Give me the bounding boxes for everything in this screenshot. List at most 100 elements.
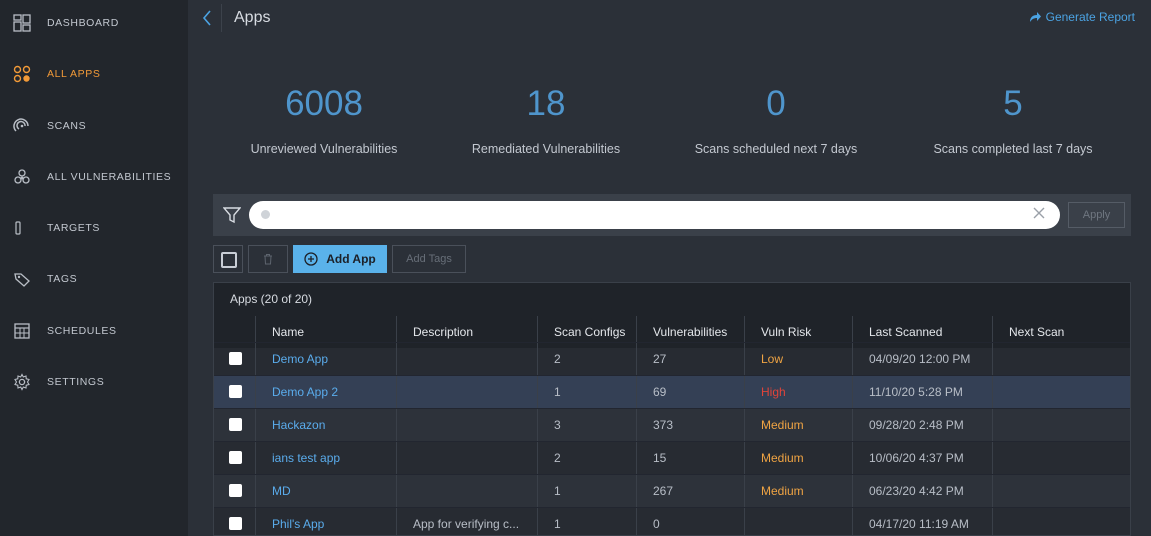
app-name-link[interactable]: MD — [255, 475, 396, 508]
back-button[interactable] — [200, 8, 216, 28]
vulnerabilities-cell: 15 — [636, 442, 744, 475]
add-tags-button[interactable]: Add Tags — [392, 245, 466, 273]
stat-caption: Scans scheduled next 7 days — [694, 142, 858, 156]
vuln-risk-cell: Low — [744, 343, 852, 376]
vulnerabilities-cell: 373 — [636, 409, 744, 442]
row-checkbox[interactable] — [229, 451, 242, 464]
nav-item-schedules[interactable]: SCHEDULES — [0, 305, 188, 356]
add-app-button[interactable]: Add App — [293, 245, 387, 273]
app-name-link[interactable]: ians test app — [255, 442, 396, 475]
column-header-description[interactable]: Description — [396, 316, 537, 348]
app-name-link[interactable]: Hackazon — [255, 409, 396, 442]
table-row[interactable]: MD 1 267 Medium 06/23/20 4:42 PM — [214, 474, 1130, 508]
row-select-cell — [214, 475, 255, 508]
scan-configs-cell: 1 — [537, 475, 636, 508]
vulnerabilities-cell: 27 — [636, 343, 744, 376]
nav-label-all-apps: ALL APPS — [47, 67, 101, 80]
description-cell — [396, 343, 537, 376]
column-header-last-scanned[interactable]: Last Scanned — [852, 316, 992, 348]
nav-label-targets: TARGETS — [47, 221, 101, 234]
filter-input[interactable] — [249, 201, 1060, 229]
add-app-label: Add App — [326, 252, 376, 266]
sidebar: DASHBOARD ALL APPS SCANS ALL VULNERABILI… — [0, 0, 188, 536]
last-scanned-cell: 04/09/20 12:00 PM — [852, 343, 992, 376]
row-checkbox[interactable] — [229, 418, 242, 431]
next-scan-cell — [992, 442, 1130, 475]
trash-icon — [264, 254, 272, 265]
column-header-name[interactable]: Name — [255, 316, 396, 348]
app-name-link[interactable]: Demo App — [255, 343, 396, 376]
nav-item-dashboard[interactable]: DASHBOARD — [0, 0, 188, 48]
nav-item-scans[interactable]: SCANS — [0, 100, 188, 151]
next-scan-cell — [992, 475, 1130, 508]
page-title: Apps — [234, 9, 271, 26]
select-all-checkbox[interactable] — [213, 245, 243, 273]
scan-configs-cell: 2 — [537, 343, 636, 376]
row-select-cell — [214, 409, 255, 442]
next-scan-cell — [992, 508, 1130, 535]
row-select-cell — [214, 508, 255, 535]
vulnerabilities-cell: 0 — [636, 508, 744, 535]
description-cell — [396, 376, 537, 409]
description-cell — [396, 475, 537, 508]
stat-caption: Remediated Vulnerabilities — [471, 142, 621, 156]
stat-completed: 5 Scans completed last 7 days — [903, 84, 1123, 156]
nav-label-all-vulnerabilities: ALL VULNERABILITIES — [47, 170, 172, 183]
column-header-vuln-risk[interactable]: Vuln Risk — [744, 316, 852, 348]
apps-table: Apps (20 of 20) Name Description Scan Co… — [213, 282, 1131, 536]
row-select-cell — [214, 442, 255, 475]
column-header-scan-configs[interactable]: Scan Configs — [537, 316, 636, 348]
last-scanned-cell: 10/06/20 4:37 PM — [852, 442, 992, 475]
vuln-risk-cell: Medium — [744, 409, 852, 442]
stat-remediated: 18 Remediated Vulnerabilities — [446, 84, 646, 156]
nav-label-scans: SCANS — [47, 119, 87, 132]
next-scan-cell — [992, 343, 1130, 376]
last-scanned-cell: 09/28/20 2:48 PM — [852, 409, 992, 442]
vuln-risk-cell: Medium — [744, 442, 852, 475]
stat-value: 0 — [766, 84, 786, 123]
vuln-risk-cell: High — [744, 376, 852, 409]
calendar-icon — [12, 321, 32, 341]
clear-filter-icon[interactable] — [1031, 205, 1047, 221]
nav-item-targets[interactable]: TARGETS — [0, 202, 188, 253]
header-divider — [221, 4, 222, 32]
nav-item-tags[interactable]: TAGS — [0, 253, 188, 304]
table-row[interactable]: Demo App 2 1 69 High 11/10/20 5:28 PM — [214, 375, 1130, 409]
app-name-link[interactable]: Phil's App — [255, 508, 396, 535]
scans-icon — [12, 116, 32, 136]
delete-button[interactable] — [248, 245, 288, 273]
column-header-next-scan[interactable]: Next Scan — [992, 316, 1130, 348]
nav-item-all-vulnerabilities[interactable]: ALL VULNERABILITIES — [0, 151, 188, 202]
table-row[interactable]: ians test app 2 15 Medium 10/06/20 4:37 … — [214, 441, 1130, 475]
tag-icon — [12, 269, 32, 289]
stat-scheduled: 0 Scans scheduled next 7 days — [676, 84, 876, 156]
row-checkbox[interactable] — [229, 484, 242, 497]
last-scanned-cell: 11/10/20 5:28 PM — [852, 376, 992, 409]
generate-report-link[interactable]: Generate Report — [1029, 10, 1135, 24]
row-checkbox[interactable] — [229, 352, 242, 365]
stat-caption: Unreviewed Vulnerabilities — [250, 142, 398, 156]
nav-label-settings: SETTINGS — [47, 375, 105, 388]
apply-button[interactable]: Apply — [1068, 202, 1125, 228]
nav-item-settings[interactable]: SETTINGS — [0, 356, 188, 407]
filter-bar: Apply — [213, 194, 1131, 236]
scan-configs-cell: 2 — [537, 442, 636, 475]
table-row[interactable]: Hackazon 3 373 Medium 09/28/20 2:48 PM — [214, 408, 1130, 442]
stat-value: 5 — [1003, 84, 1023, 123]
row-checkbox[interactable] — [229, 517, 242, 530]
table-row[interactable]: Phil's App App for verifying c... 1 0 04… — [214, 507, 1130, 535]
table-caption: Apps (20 of 20) — [214, 283, 1130, 316]
filter-icon[interactable] — [223, 206, 241, 224]
nav-item-all-apps[interactable]: ALL APPS — [0, 48, 188, 99]
scan-configs-cell: 3 — [537, 409, 636, 442]
stat-unreviewed: 6008 Unreviewed Vulnerabilities — [224, 84, 424, 156]
table-row[interactable]: Demo App 2 27 Low 04/09/20 12:00 PM — [214, 342, 1130, 376]
stat-caption: Scans completed last 7 days — [933, 142, 1093, 156]
app-name-link[interactable]: Demo App 2 — [255, 376, 396, 409]
description-cell: App for verifying c... — [396, 508, 537, 535]
checkbox-box — [221, 252, 237, 268]
row-checkbox[interactable] — [229, 385, 242, 398]
description-cell — [396, 442, 537, 475]
column-header-vulnerabilities[interactable]: Vulnerabilities — [636, 316, 744, 348]
row-select-cell — [214, 343, 255, 376]
